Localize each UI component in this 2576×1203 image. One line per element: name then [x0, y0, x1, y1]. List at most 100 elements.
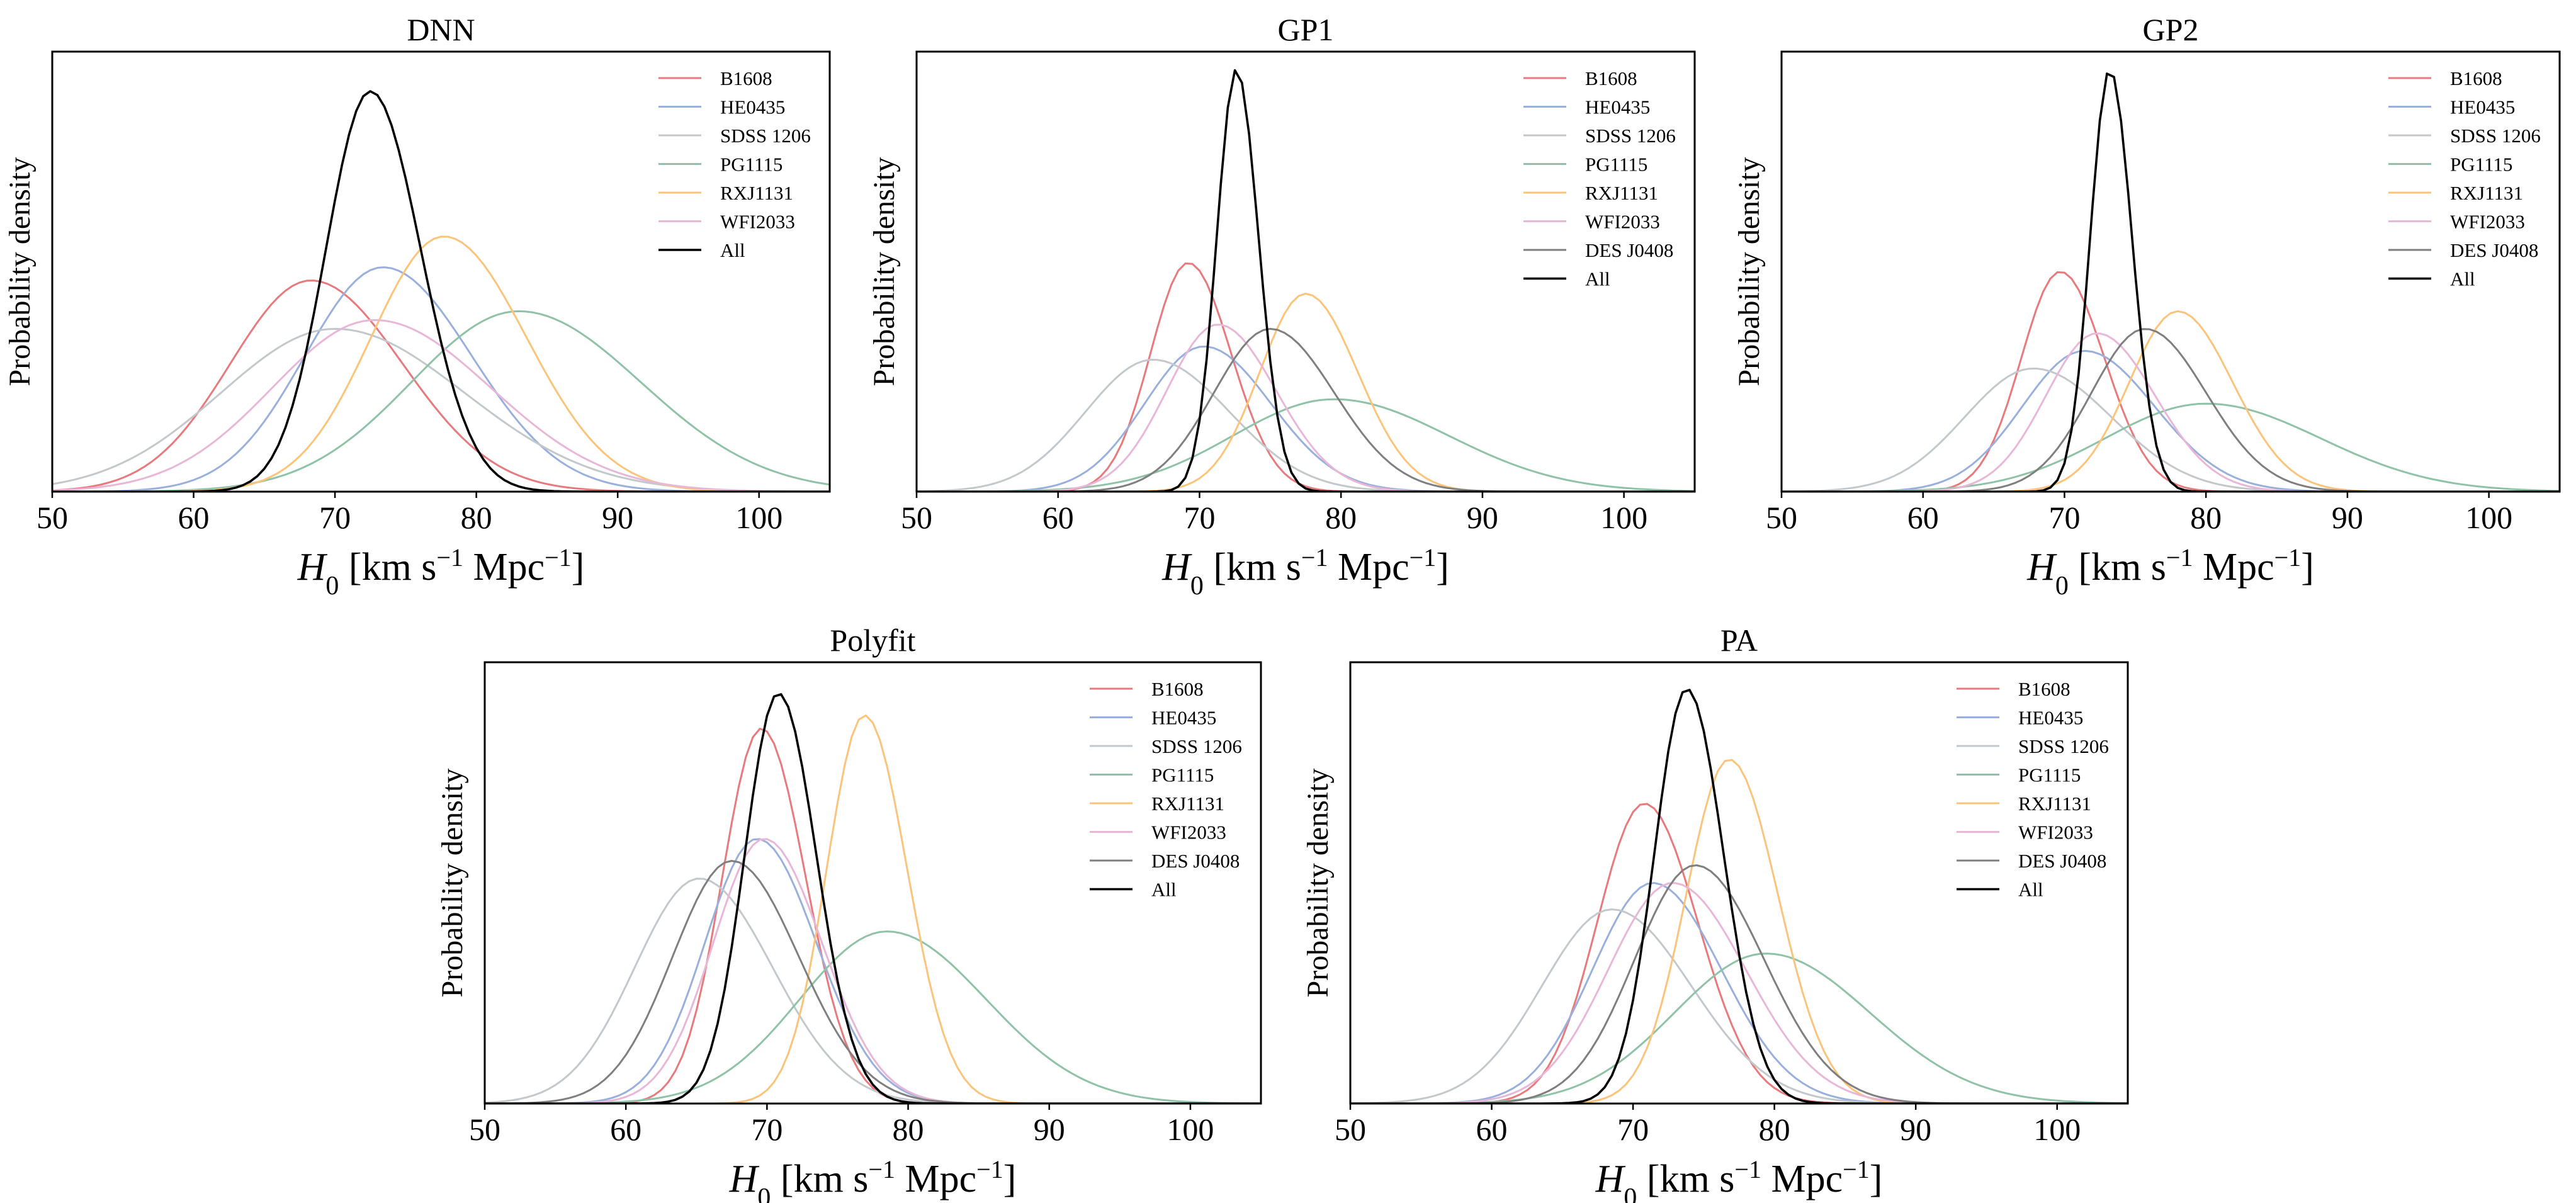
x-axis-label-mid: Mpc	[1328, 546, 1409, 589]
y-axis-label: Probability density	[1301, 769, 1335, 998]
x-tick-label: 80	[1325, 500, 1357, 535]
y-axis-label: Probability density	[1732, 157, 1766, 387]
x-tick-label: 90	[602, 500, 633, 535]
x-tick-label: 60	[610, 1112, 641, 1147]
curve-rxj1131	[1350, 759, 2128, 1104]
axes-frame	[1780, 50, 2561, 493]
legend-label: WFI2033	[1585, 211, 1660, 233]
legend-item-rxj1131: RXJ1131	[1090, 793, 1224, 815]
legend-item-des-j0408: DES J0408	[1957, 850, 2106, 872]
x-axis-label-exp1: −1	[868, 1155, 895, 1183]
axes-frame	[483, 661, 1262, 1105]
x-axis-label-symbol: H	[729, 1158, 760, 1200]
x-axis-label-units-close: ]	[1870, 1158, 1883, 1200]
curve-rxj1131	[485, 714, 1261, 1104]
curve-he0435	[1350, 882, 2128, 1104]
curve-pg1115	[1782, 402, 2560, 492]
x-axis-label: H0 [km s−1 Mpc−1]	[2026, 543, 2314, 601]
legend-item-rxj1131: RXJ1131	[658, 182, 793, 204]
x-axis-label-symbol: H	[1595, 1158, 1626, 1200]
x-tick-label: 80	[2190, 500, 2222, 535]
x-tick-label: 80	[893, 1112, 924, 1147]
x-tick-label: 90	[1467, 500, 1498, 535]
legend-item-all: All	[1523, 268, 1610, 290]
curve-des-j0408	[1782, 328, 2560, 492]
y-axis-label: Probability density	[436, 769, 469, 998]
legend-label: PG1115	[2018, 764, 2081, 786]
legend-item-sdss-1206: SDSS 1206	[2388, 125, 2541, 147]
x-tick-label: 100	[735, 500, 782, 535]
x-axis-label-symbol: H	[2026, 546, 2057, 589]
legend-item-pg1115: PG1115	[1957, 764, 2081, 786]
x-tick-label: 90	[1900, 1112, 1931, 1147]
x-axis-label-subscript: 0	[1624, 1183, 1637, 1203]
plot-area	[1782, 72, 2560, 492]
x-axis-label-mid: Mpc	[1761, 1158, 1843, 1200]
panel-title: Polyfit	[830, 623, 915, 658]
legend-item-all: All	[1090, 879, 1177, 901]
x-axis-label-exp1: −1	[1301, 543, 1328, 572]
x-axis-label-exp2: −1	[1409, 543, 1437, 572]
legend: B1608 HE0435 SDSS 1206 PG1115 RXJ1131 WFI2033…	[2388, 67, 2541, 290]
axes-frame	[1349, 661, 2129, 1105]
curve-b1608	[917, 263, 1695, 492]
x-axis-label: H0 [km s−1 Mpc−1]	[1595, 1155, 1883, 1203]
legend-label: HE0435	[1151, 707, 1216, 729]
curve-pg1115	[485, 930, 1261, 1104]
curve-sdss-1206	[917, 359, 1695, 492]
curve-he0435	[917, 346, 1695, 492]
y-axis-label: Probability density	[3, 157, 37, 387]
panel-polyfit: Polyfit Probability density 50 60 70 80 90 100 H…	[436, 623, 1262, 1203]
legend-item-pg1115: PG1115	[1523, 154, 1647, 176]
legend-label: RXJ1131	[1585, 182, 1658, 204]
x-axis-label-subscript: 0	[757, 1183, 771, 1203]
curve-sdss-1206	[1350, 908, 2128, 1104]
legend-label: SDSS 1206	[720, 125, 811, 147]
legend-item-pg1115: PG1115	[658, 154, 782, 176]
curve-sdss-1206	[485, 878, 1261, 1104]
legend-label: WFI2033	[2018, 822, 2093, 844]
x-tick-label: 60	[1476, 1112, 1508, 1147]
curve-wfi2033	[917, 324, 1695, 492]
legend-label: RXJ1131	[2018, 793, 2091, 815]
legend-label: RXJ1131	[720, 182, 793, 204]
y-axis-label: Probability density	[867, 157, 901, 387]
x-axis-label-exp1: −1	[2166, 543, 2193, 572]
curve-wfi2033	[1782, 332, 2560, 492]
legend: B1608 HE0435 SDSS 1206 PG1115 RXJ1131 WFI2033…	[658, 67, 811, 261]
x-tick-label: 100	[2033, 1112, 2081, 1147]
curve-he0435	[1782, 349, 2560, 492]
curve-wfi2033	[485, 838, 1261, 1104]
legend-item-b1608: B1608	[1090, 678, 1204, 700]
curve-b1608	[485, 728, 1261, 1104]
curve-sdss-1206	[1782, 367, 2560, 492]
legend-item-he0435: HE0435	[1957, 707, 2083, 729]
x-tick-label: 70	[751, 1112, 782, 1147]
x-axis-label-units-open: [km s	[339, 546, 436, 589]
x-tick-label: 100	[2465, 500, 2512, 535]
legend-label: WFI2033	[1151, 822, 1226, 844]
plot-area	[52, 90, 830, 492]
axes-frame	[51, 50, 831, 493]
x-tick-label: 100	[1600, 500, 1647, 535]
curve-rxj1131	[1782, 310, 2560, 492]
legend-label: RXJ1131	[1151, 793, 1224, 815]
x-axis-label-units-open: [km s	[1637, 1158, 1734, 1200]
legend-item-wfi2033: WFI2033	[658, 211, 795, 233]
legend-item-rxj1131: RXJ1131	[2388, 182, 2523, 204]
axes-frame	[915, 50, 1696, 493]
legend-label: B1608	[2018, 678, 2070, 700]
x-axis-label: H0 [km s−1 Mpc−1]	[729, 1155, 1017, 1203]
legend-label: DES J0408	[1151, 850, 1240, 872]
legend-label: All	[2450, 268, 2475, 290]
x-axis-label-mid: Mpc	[463, 546, 545, 589]
x-axis-label: H0 [km s−1 Mpc−1]	[297, 543, 585, 601]
legend: B1608 HE0435 SDSS 1206 PG1115 RXJ1131 WFI2033…	[1957, 678, 2109, 901]
curve-des-j0408	[1350, 864, 2128, 1104]
legend-item-b1608: B1608	[1957, 678, 2070, 700]
legend-item-des-j0408: DES J0408	[2388, 239, 2538, 261]
curve-des-j0408	[917, 327, 1695, 492]
legend-label: B1608	[720, 67, 772, 89]
x-axis-label-exp2: −1	[2274, 543, 2302, 572]
curve-rxj1131	[917, 292, 1695, 492]
